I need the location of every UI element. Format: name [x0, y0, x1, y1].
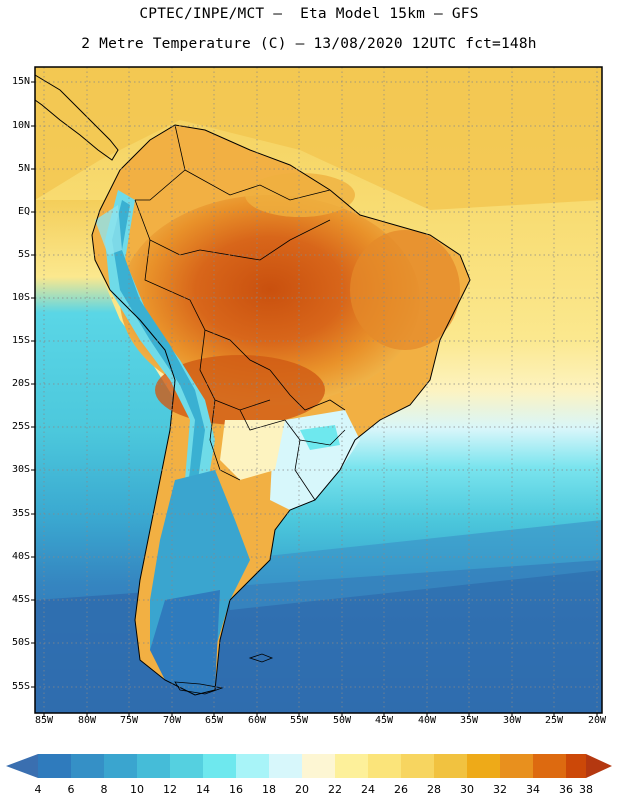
lon-label: 30W: [502, 715, 522, 726]
axis-ticks: [31, 81, 598, 717]
lat-label: 25S: [11, 421, 30, 432]
colorbar-label: 16: [229, 783, 243, 796]
lon-label: 65W: [204, 715, 224, 726]
colorbar-cell: [335, 754, 368, 778]
colorbar-label: 22: [328, 783, 342, 796]
lat-label: 15N: [11, 76, 30, 87]
lon-label: 45W: [374, 715, 394, 726]
colorbar-label: 14: [196, 783, 210, 796]
colorbar-label: 26: [394, 783, 408, 796]
colorbar-cell: [203, 754, 236, 778]
colorbar-cell: [401, 754, 434, 778]
lon-label: 35W: [459, 715, 479, 726]
lon-label: 40W: [417, 715, 437, 726]
graticule: [35, 67, 602, 713]
colorbar-label: 8: [100, 783, 108, 796]
colorbar-cell: [137, 754, 170, 778]
colorbar-label: 20: [295, 783, 309, 796]
colorbar-label: 6: [67, 783, 75, 796]
colorbar-cell: [434, 754, 467, 778]
lat-label: 50S: [11, 637, 30, 648]
lon-label: 85W: [34, 715, 54, 726]
lat-label: 35S: [11, 508, 30, 519]
colorbar-cell: [269, 754, 302, 778]
colorbar-label: 38: [579, 783, 593, 796]
lat-label: 30S: [11, 464, 30, 475]
lat-label: 5N: [17, 163, 30, 174]
colorbar-label: 36: [559, 783, 573, 796]
colorbar-cell: [170, 754, 203, 778]
lat-label: 55S: [11, 681, 30, 692]
lon-label: 75W: [119, 715, 139, 726]
colorbar-cell: [6, 754, 38, 778]
lat-label: EQ: [17, 206, 30, 217]
lat-label: 5S: [17, 249, 30, 260]
colorbar-label: 4: [34, 783, 42, 796]
chart-title: CPTEC/INPE/MCT – Eta Model 15km – GFS: [139, 6, 479, 22]
lat-label: 20S: [11, 378, 30, 389]
colorbar-label: 12: [163, 783, 177, 796]
colorbar-label: 34: [526, 783, 540, 796]
lon-label: 60W: [247, 715, 267, 726]
colorbar-label: 24: [361, 783, 375, 796]
colorbar-cell: [38, 754, 71, 778]
lon-label: 80W: [77, 715, 97, 726]
colorbar-cell: [104, 754, 137, 778]
lat-label: 40S: [11, 551, 30, 562]
colorbar-cell: [500, 754, 533, 778]
lon-label: 25W: [544, 715, 564, 726]
lon-label: 50W: [332, 715, 352, 726]
lat-label: 10N: [11, 120, 30, 131]
tierra-del-fuego: [174, 681, 224, 695]
lon-label: 55W: [289, 715, 309, 726]
falkland-islands: [248, 653, 274, 663]
colorbar-label: 32: [493, 783, 507, 796]
colorbar-cell: [302, 754, 335, 778]
colorbar-cell: [236, 754, 269, 778]
lon-label: 20W: [587, 715, 607, 726]
country-borders: [134, 124, 346, 501]
lon-label: 70W: [162, 715, 182, 726]
colorbar-cell: [71, 754, 104, 778]
colorbar-cell: [467, 754, 500, 778]
colorbar-cell: [566, 754, 586, 778]
map-frame: [34, 66, 603, 714]
lat-label: 10S: [11, 292, 30, 303]
colorbar-label: 18: [262, 783, 276, 796]
central-america-coast: [34, 74, 119, 161]
map-field: [35, 67, 602, 713]
colorbar-cell: [586, 754, 612, 778]
colorbar-label: 10: [130, 783, 144, 796]
colorbar-label: 30: [460, 783, 474, 796]
chart-subtitle: 2 Metre Temperature (C) – 13/08/2020 12U…: [81, 36, 537, 52]
colorbar-cell: [533, 754, 566, 778]
colorbar-cell: [368, 754, 401, 778]
lat-label: 45S: [11, 594, 30, 605]
colorbar-label: 28: [427, 783, 441, 796]
lat-label: 15S: [11, 335, 30, 346]
colorbar: [6, 754, 612, 778]
